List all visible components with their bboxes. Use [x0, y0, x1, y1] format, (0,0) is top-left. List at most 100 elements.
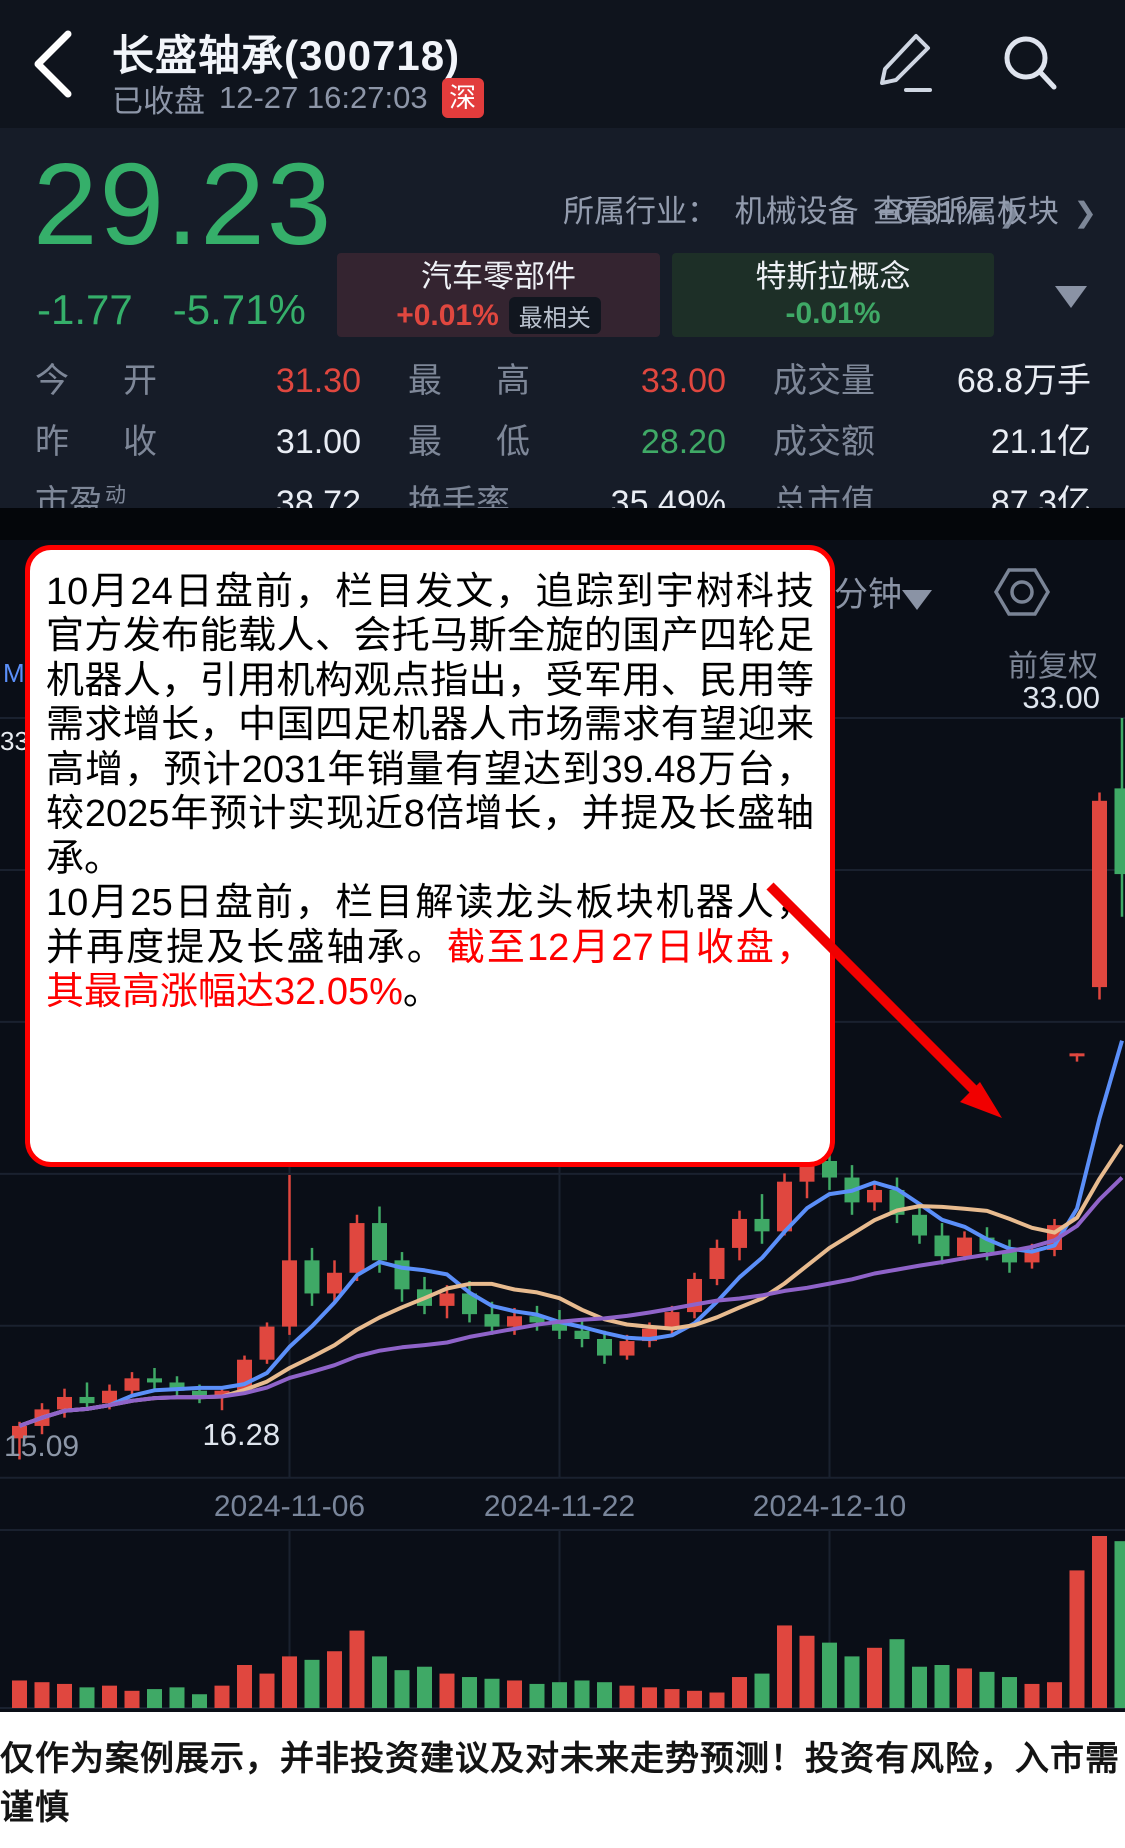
industry-name: 机械设备	[734, 194, 859, 229]
ma-legend-fragment: M	[3, 658, 25, 688]
volume-bar	[282, 1656, 297, 1708]
candlestick-canvas[interactable]: 2024-11-06 2024-11-22 2024-12-10 33.00 15.09…	[0, 540, 1125, 1712]
candle-body	[147, 1378, 162, 1383]
search-icon[interactable]	[996, 30, 1064, 96]
period-selector[interactable]: 分钟	[834, 576, 902, 614]
candle-body	[619, 1341, 635, 1356]
volume-bar	[844, 1656, 860, 1708]
header-bar: 长盛轴承(300718) 已收盘 12-27 16:27:03 深	[0, 0, 1125, 128]
volume-bar	[394, 1670, 410, 1708]
candle-body	[102, 1390, 117, 1404]
volume-bar	[507, 1680, 522, 1708]
candle-body	[79, 1396, 95, 1404]
stat-volume: 成交量 68.8万手	[773, 362, 1091, 400]
candle-body	[372, 1223, 387, 1261]
volume-bar	[327, 1651, 342, 1708]
volume-bar	[754, 1673, 770, 1708]
back-icon[interactable]	[26, 28, 78, 100]
volume-bar	[372, 1656, 387, 1708]
edit-icon[interactable]	[872, 30, 934, 94]
chevron-right-icon: ❯	[997, 197, 1022, 228]
concept-name: 汽车零部件	[421, 259, 576, 294]
candle-body	[484, 1314, 500, 1327]
stat-open: 今开 31.30	[35, 362, 361, 400]
candle-body	[12, 1425, 27, 1439]
volume-bar	[12, 1680, 27, 1708]
industry-link[interactable]: 所属行业： 机械设备 +0.31% ❯	[563, 186, 1021, 231]
volume-bar	[147, 1689, 162, 1708]
concept-box-tesla[interactable]: 特斯拉概念 -0.01%	[672, 253, 994, 337]
candle-body	[1002, 1252, 1017, 1263]
volume-bar	[1092, 1536, 1107, 1708]
chart-settings-icon[interactable]	[993, 568, 1051, 616]
volume-bar	[867, 1647, 882, 1708]
x-axis-label: 2024-11-06	[214, 1490, 365, 1523]
concept-name: 特斯拉概念	[755, 259, 911, 294]
view-sector-label: 查看所属板块	[872, 194, 1059, 229]
concept-change: +0.01%	[396, 298, 499, 332]
concept-box-auto-parts[interactable]: 汽车零部件 +0.01% 最相关	[337, 253, 660, 337]
candle-body	[597, 1339, 612, 1356]
candle-body	[822, 1160, 837, 1178]
volume-bar	[349, 1630, 365, 1708]
candle-body	[912, 1214, 927, 1236]
price-label-fragment: 33	[0, 726, 29, 756]
volume-bar	[889, 1639, 905, 1708]
volume-bar	[912, 1666, 927, 1708]
volume-bar	[957, 1668, 972, 1708]
candle-body	[754, 1218, 770, 1232]
candle-body	[552, 1322, 567, 1331]
candle-body	[462, 1293, 477, 1315]
volume-bar	[777, 1625, 792, 1708]
volume-bar	[102, 1685, 117, 1708]
market-status-row: 已收盘 12-27 16:27:03 深	[112, 78, 484, 119]
concepts-dropdown-icon[interactable]	[1055, 286, 1087, 308]
candle-body	[1114, 788, 1125, 875]
candle-body	[282, 1260, 297, 1327]
volume-bar	[619, 1685, 635, 1708]
volume-bar	[304, 1659, 320, 1708]
candle-body	[304, 1260, 320, 1294]
candle-body	[664, 1312, 680, 1329]
stats-grid: 今开 31.30 最高 33.00 成交量 68.8万手 昨收 31.00 最低 28.2…	[35, 353, 1115, 527]
volume-bar	[484, 1678, 500, 1708]
volume-bar	[709, 1692, 725, 1708]
price-change: -1.77	[37, 286, 133, 333]
kline-chart[interactable]: 2024-11-06 2024-11-22 2024-12-10 33.00 15.09…	[0, 540, 1125, 1712]
view-sector-link[interactable]: 查看所属板块 ❯	[873, 186, 1097, 231]
volume-bar	[259, 1673, 275, 1708]
concept-change: -0.01%	[785, 297, 881, 330]
last-price: 29.23	[33, 139, 334, 269]
candle-body	[124, 1378, 140, 1391]
volume-bar	[462, 1677, 477, 1708]
x-axis-label: 2024-11-22	[484, 1490, 635, 1523]
disclaimer-text: 仅作为案例展示，并非投资建议及对未来走势预测！投资有风险，入市需谨慎	[0, 1740, 1120, 1827]
candle-body	[327, 1272, 342, 1294]
most-related-badge: 最相关	[508, 297, 601, 334]
volume-bar	[124, 1690, 140, 1708]
volume-bar	[34, 1682, 50, 1708]
volume-bar	[57, 1683, 72, 1708]
candle-body	[934, 1235, 950, 1257]
candle-body	[259, 1326, 275, 1360]
volume-bar	[574, 1680, 590, 1708]
volume-bar	[169, 1687, 185, 1708]
industry-change: +0.31%	[877, 194, 984, 229]
period-dropdown-icon[interactable]	[902, 590, 932, 610]
chart-settings-icon-inner	[1010, 580, 1034, 604]
candle-body	[507, 1316, 522, 1327]
volume-bar	[417, 1666, 432, 1708]
annotation-highlight: 截至12月27日收盘，其最高涨幅达32.05%	[46, 926, 814, 1014]
adjust-mode-label: 前复权	[1008, 650, 1098, 683]
stat-turnover-amt: 成交额 21.1亿	[773, 423, 1091, 461]
candle-body	[709, 1247, 725, 1279]
volume-bar	[1047, 1682, 1062, 1708]
news-annotation-box: 10月24日盘前，栏目发文，追踪到宇树科技官方发布能载人、会托马斯全旋的国产四轮…	[25, 545, 835, 1167]
candle-body	[529, 1316, 545, 1323]
section-divider	[0, 508, 1125, 540]
candle-body	[214, 1390, 230, 1397]
stat-prev-close: 昨收 31.00	[35, 423, 361, 461]
volume-bar	[1114, 1541, 1125, 1708]
market-status: 已收盘	[112, 83, 205, 119]
